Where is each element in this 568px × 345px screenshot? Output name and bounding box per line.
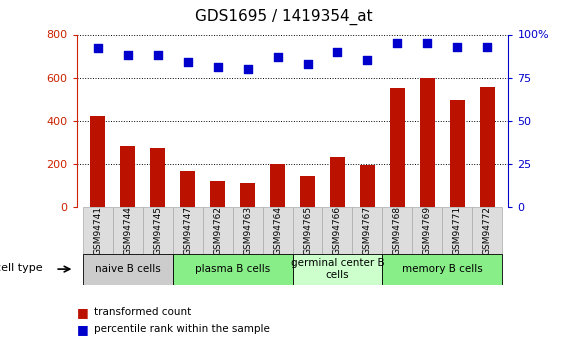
Text: GSM94771: GSM94771 <box>453 206 462 255</box>
FancyBboxPatch shape <box>382 207 412 254</box>
Text: GSM94745: GSM94745 <box>153 206 162 255</box>
Bar <box>480 87 495 207</box>
Bar <box>390 88 405 207</box>
Text: GSM94769: GSM94769 <box>423 206 432 255</box>
Point <box>333 49 342 55</box>
Point <box>363 58 372 63</box>
Point <box>453 44 462 49</box>
FancyBboxPatch shape <box>262 207 293 254</box>
FancyBboxPatch shape <box>293 254 382 285</box>
Text: germinal center B
cells: germinal center B cells <box>291 258 385 280</box>
Bar <box>150 148 165 207</box>
FancyBboxPatch shape <box>473 207 502 254</box>
Bar <box>450 100 465 207</box>
Text: GSM94762: GSM94762 <box>213 206 222 255</box>
Point <box>213 65 222 70</box>
Bar <box>120 146 135 207</box>
Text: GSM94744: GSM94744 <box>123 206 132 255</box>
Text: ■: ■ <box>77 306 89 319</box>
Bar <box>420 78 435 207</box>
Bar <box>180 171 195 207</box>
Point <box>393 40 402 46</box>
Text: GSM94763: GSM94763 <box>243 206 252 255</box>
Point <box>303 61 312 67</box>
Point <box>243 66 252 72</box>
Bar <box>240 183 255 207</box>
FancyBboxPatch shape <box>323 207 353 254</box>
Bar <box>330 157 345 207</box>
Bar <box>90 117 105 207</box>
Text: cell type: cell type <box>0 263 42 273</box>
Point <box>183 59 192 65</box>
FancyBboxPatch shape <box>173 207 203 254</box>
FancyBboxPatch shape <box>83 254 173 285</box>
FancyBboxPatch shape <box>203 207 232 254</box>
FancyBboxPatch shape <box>83 207 112 254</box>
Point <box>93 46 102 51</box>
Text: transformed count: transformed count <box>94 307 191 317</box>
Point <box>483 44 492 49</box>
FancyBboxPatch shape <box>143 207 173 254</box>
Text: ■: ■ <box>77 323 89 336</box>
FancyBboxPatch shape <box>232 207 262 254</box>
Point <box>423 40 432 46</box>
FancyBboxPatch shape <box>353 207 382 254</box>
Text: GSM94747: GSM94747 <box>183 206 192 255</box>
Bar <box>300 176 315 207</box>
Text: plasma B cells: plasma B cells <box>195 264 270 274</box>
Point <box>153 52 162 58</box>
Text: GSM94764: GSM94764 <box>273 206 282 255</box>
Text: GSM94765: GSM94765 <box>303 206 312 255</box>
Text: GSM94768: GSM94768 <box>393 206 402 255</box>
Point <box>123 52 132 58</box>
Text: GSM94772: GSM94772 <box>483 206 492 255</box>
Point <box>273 54 282 60</box>
Bar <box>210 181 225 207</box>
FancyBboxPatch shape <box>112 207 143 254</box>
FancyBboxPatch shape <box>412 207 442 254</box>
Text: naive B cells: naive B cells <box>95 264 161 274</box>
Text: GSM94741: GSM94741 <box>93 206 102 255</box>
FancyBboxPatch shape <box>293 207 323 254</box>
Text: percentile rank within the sample: percentile rank within the sample <box>94 325 270 334</box>
Text: GSM94766: GSM94766 <box>333 206 342 255</box>
Text: GSM94767: GSM94767 <box>363 206 372 255</box>
Text: memory B cells: memory B cells <box>402 264 483 274</box>
Bar <box>270 164 285 207</box>
FancyBboxPatch shape <box>382 254 502 285</box>
FancyBboxPatch shape <box>442 207 473 254</box>
Text: GDS1695 / 1419354_at: GDS1695 / 1419354_at <box>195 9 373 25</box>
FancyBboxPatch shape <box>173 254 293 285</box>
Bar <box>360 165 375 207</box>
